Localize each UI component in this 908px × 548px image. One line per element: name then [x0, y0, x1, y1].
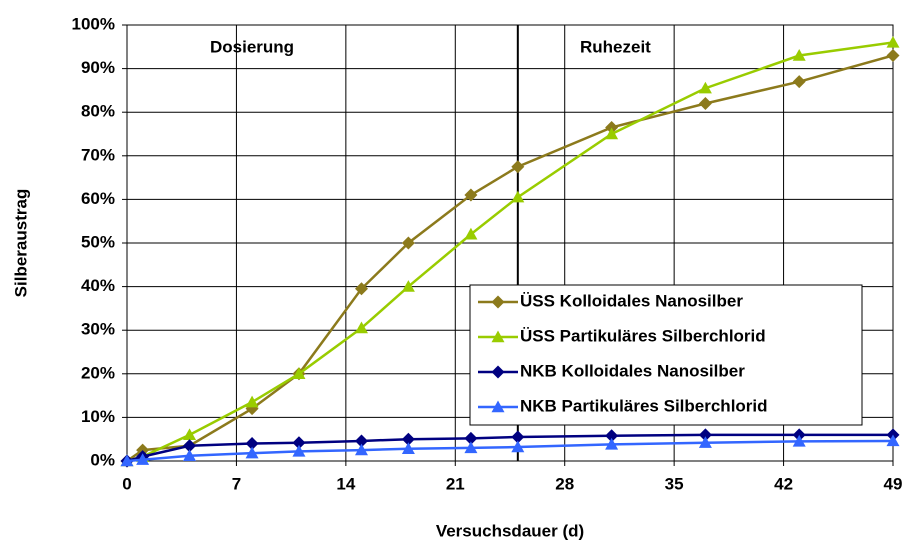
- marker: [792, 428, 806, 442]
- x-tick-label: 49: [884, 474, 903, 493]
- marker: [245, 437, 259, 451]
- marker: [698, 96, 712, 110]
- marker: [698, 436, 712, 448]
- marker: [792, 49, 806, 61]
- marker: [354, 434, 368, 448]
- x-tick-label: 28: [555, 474, 574, 493]
- x-tick-label: 0: [122, 474, 131, 493]
- marker: [511, 430, 525, 444]
- marker: [491, 330, 505, 343]
- marker: [292, 444, 306, 457]
- legend-label: NKB Kolloidales Nanosilber: [520, 361, 745, 380]
- marker: [605, 127, 619, 140]
- marker: [491, 365, 505, 379]
- y-tick-label: 40%: [81, 276, 115, 295]
- x-tick-label: 42: [774, 474, 793, 493]
- marker: [245, 395, 259, 408]
- marker: [605, 120, 619, 134]
- marker: [491, 295, 505, 309]
- marker: [464, 227, 478, 240]
- x-tick-label: 7: [232, 474, 241, 493]
- y-tick-label: 60%: [81, 189, 115, 208]
- x-tick-label: 35: [665, 474, 684, 493]
- annotation: Dosierung: [210, 37, 294, 56]
- marker: [491, 400, 505, 413]
- marker: [886, 49, 900, 63]
- x-tick-label: 14: [336, 474, 355, 493]
- plot-border: [126, 24, 894, 462]
- legend-label: NKB Partikuläres Silberchlorid: [520, 396, 768, 415]
- marker: [354, 321, 368, 334]
- marker: [511, 190, 525, 203]
- y-tick-label: 100%: [72, 14, 115, 33]
- marker: [605, 429, 619, 443]
- marker: [354, 282, 368, 296]
- x-axis-title: Versuchsdauer (d): [436, 521, 584, 540]
- y-tick-label: 10%: [81, 407, 115, 426]
- marker: [511, 160, 525, 174]
- x-tick-label: 21: [446, 474, 465, 493]
- marker: [183, 449, 197, 461]
- y-tick-label: 80%: [81, 102, 115, 121]
- marker: [292, 367, 306, 379]
- marker: [698, 428, 712, 442]
- marker: [354, 443, 368, 456]
- marker: [245, 446, 259, 459]
- marker: [886, 434, 900, 447]
- marker: [511, 440, 525, 453]
- y-tick-label: 20%: [81, 363, 115, 382]
- marker: [464, 441, 478, 454]
- y-tick-label: 90%: [81, 58, 115, 77]
- marker: [792, 75, 806, 89]
- marker: [401, 442, 415, 454]
- marker: [464, 431, 478, 445]
- marker: [605, 437, 619, 450]
- marker: [401, 432, 415, 446]
- marker: [401, 280, 415, 292]
- annotation: Ruhezeit: [580, 37, 651, 56]
- y-axis-title: Silberaustrag: [11, 189, 30, 298]
- y-tick-label: 70%: [81, 145, 115, 164]
- marker: [136, 453, 150, 465]
- marker: [292, 436, 306, 450]
- legend-label: ÜSS Kolloidales Nanosilber: [520, 291, 743, 310]
- marker: [401, 236, 415, 250]
- legend-label: ÜSS Partikuläres Silberchlorid: [520, 326, 766, 345]
- legend-box: [469, 284, 863, 426]
- marker: [886, 35, 900, 48]
- marker: [136, 443, 150, 457]
- y-tick-label: 0%: [90, 450, 115, 469]
- marker: [183, 439, 197, 453]
- marker: [183, 428, 197, 441]
- y-tick-label: 30%: [81, 320, 115, 339]
- y-tick-label: 50%: [81, 232, 115, 251]
- marker: [698, 81, 712, 94]
- marker: [464, 188, 478, 202]
- marker: [792, 434, 806, 447]
- marker: [120, 454, 134, 467]
